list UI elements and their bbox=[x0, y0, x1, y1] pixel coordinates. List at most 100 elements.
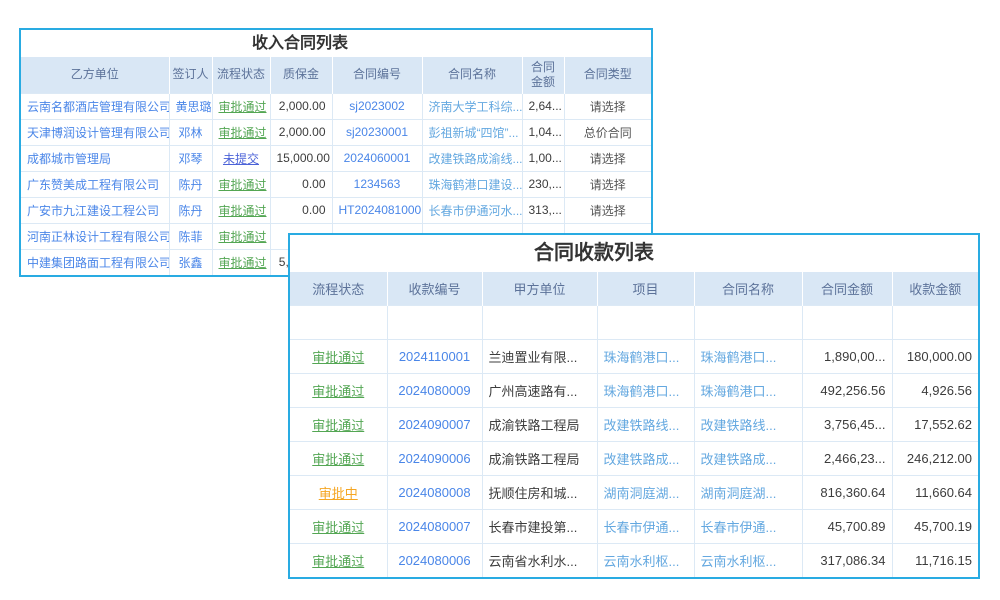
status-link[interactable]: 审批通过 bbox=[312, 451, 365, 467]
contract-amount: 1,04... bbox=[528, 125, 562, 139]
signer-link[interactable]: 黄思璐 bbox=[175, 99, 212, 114]
status-link[interactable]: 审批通过 bbox=[312, 519, 365, 535]
contract-name-link[interactable]: 改建铁路成... bbox=[700, 451, 777, 467]
status-link[interactable]: 审批通过 bbox=[312, 383, 365, 399]
table-row: 审批通过 2024080006 云南省水利水... 云南水利枢... 云南水利枢... 3… bbox=[290, 542, 978, 577]
contract-type-select[interactable]: 总价合同 bbox=[583, 125, 632, 140]
column-header: 签订人 bbox=[168, 57, 212, 93]
column-header: 合同金额 bbox=[521, 57, 564, 93]
party-link[interactable]: 广东赞美成工程有限公司 bbox=[27, 177, 160, 192]
receipt-table-title: 合同收款列表 bbox=[534, 242, 654, 264]
table-row: 广东赞美成工程有限公司 陈丹 审批通过 0.00 1234563 珠海鹤港口建设... 23… bbox=[21, 170, 651, 197]
contract-name-link[interactable]: 珠海鹤港口... bbox=[700, 383, 777, 399]
received-amount: 4,926.56 bbox=[921, 382, 972, 398]
contract-name-link[interactable]: 改建铁路线... bbox=[700, 417, 777, 433]
contract-name-link[interactable]: 珠海鹤港口建设... bbox=[428, 177, 523, 192]
spacer-cell bbox=[596, 304, 694, 339]
project-link[interactable]: 长春市伊通... bbox=[603, 519, 680, 535]
receipt-table-header-row: 流程状态 收款编号 甲方单位 项目 合同名称 合同金额 收款金额 bbox=[290, 272, 978, 305]
project-link[interactable]: 云南水利枢... bbox=[603, 553, 680, 569]
spacer-cell bbox=[290, 304, 387, 339]
table-row: 云南名都酒店管理有限公司 黄思璐 审批通过 2,000.00 sj2023002 济南大学… bbox=[21, 92, 651, 119]
contract-no-link[interactable]: HT2024081000... bbox=[338, 203, 423, 217]
project-link[interactable]: 改建铁路成... bbox=[603, 451, 680, 467]
spacer-cell bbox=[481, 304, 597, 339]
contract-no-link[interactable]: 2024060001 bbox=[343, 151, 411, 165]
contract-name-link[interactable]: 济南大学工科综... bbox=[428, 99, 523, 114]
signer-link[interactable]: 邓林 bbox=[178, 125, 203, 140]
contract-amount: 3,756,45... bbox=[824, 416, 886, 432]
project-link[interactable]: 改建铁路线... bbox=[603, 417, 680, 433]
contract-name-link[interactable]: 长春市伊通河水... bbox=[428, 203, 523, 218]
party-link[interactable]: 云南名都酒店管理有限公司 bbox=[27, 99, 169, 114]
retention-amount: 2,000.00 bbox=[278, 125, 326, 139]
contract-type-select[interactable]: 请选择 bbox=[589, 99, 626, 114]
contract-amount: 45,700.89 bbox=[827, 518, 886, 534]
contract-name-link[interactable]: 湖南洞庭湖... bbox=[700, 485, 777, 501]
party-link[interactable]: 天津博润设计管理有限公司 bbox=[27, 125, 169, 140]
status-link[interactable]: 未提交 bbox=[222, 151, 259, 166]
received-amount: 246,212.00 bbox=[906, 450, 972, 466]
contract-name-link[interactable]: 彭祖新城“四馆”... bbox=[428, 125, 519, 140]
status-link[interactable]: 审批通过 bbox=[312, 553, 365, 569]
signer-link[interactable]: 张鑫 bbox=[178, 255, 203, 270]
signer-link[interactable]: 陈丹 bbox=[178, 177, 203, 192]
table-row: 天津博润设计管理有限公司 邓林 审批通过 2,000.00 sj20230001 彭祖新城… bbox=[21, 118, 651, 145]
party-name: 抚顺住房和城... bbox=[488, 485, 578, 501]
status-link[interactable]: 审批通过 bbox=[218, 125, 267, 140]
income-contract-list-card: 收入合同列表 乙方单位 签订人 流程状态 质保金 合同编号 合同名称 合同金额 合同类型 云南… bbox=[19, 28, 653, 277]
party-link[interactable]: 河南正林设计工程有限公司 bbox=[27, 229, 169, 244]
contract-no-link[interactable]: 1234563 bbox=[353, 177, 401, 191]
contract-name-link[interactable]: 云南水利枢... bbox=[700, 553, 777, 569]
column-header: 流程状态 bbox=[211, 57, 270, 93]
status-link[interactable]: 审批中 bbox=[318, 485, 358, 501]
contract-name-link[interactable]: 改建铁路成渝线... bbox=[428, 151, 523, 166]
status-link[interactable]: 审批通过 bbox=[218, 255, 267, 270]
signer-link[interactable]: 陈菲 bbox=[178, 229, 203, 244]
table-row: 审批通过 2024090007 成渝铁路工程局 改建铁路线... 改建铁路线... 3,7… bbox=[290, 406, 978, 441]
contract-amount: 1,00... bbox=[528, 151, 562, 165]
retention-amount: 2,000.00 bbox=[278, 99, 326, 113]
contract-name-link[interactable]: 长春市伊通... bbox=[700, 519, 777, 535]
party-name: 云南省水利水... bbox=[488, 553, 578, 569]
column-header: 合同名称 bbox=[693, 272, 802, 305]
receipt-no-link[interactable]: 2024090006 bbox=[398, 450, 471, 466]
contract-type-select[interactable]: 请选择 bbox=[589, 203, 626, 218]
receipt-no-link[interactable]: 2024090007 bbox=[398, 416, 471, 432]
party-link[interactable]: 成都城市管理局 bbox=[27, 151, 112, 166]
retention-amount: 15,000.00 bbox=[276, 151, 330, 165]
contract-amount: 317,086.34 bbox=[820, 552, 886, 568]
column-header: 流程状态 bbox=[290, 272, 387, 305]
party-link[interactable]: 广安市九江建设工程公司 bbox=[27, 203, 160, 218]
receipt-no-link[interactable]: 2024080009 bbox=[398, 382, 471, 398]
status-link[interactable]: 审批通过 bbox=[218, 229, 267, 244]
status-link[interactable]: 审批通过 bbox=[218, 177, 267, 192]
table-row: 审批中 2024080008 抚顺住房和城... 湖南洞庭湖... 湖南洞庭湖... 81… bbox=[290, 474, 978, 509]
project-link[interactable]: 湖南洞庭湖... bbox=[603, 485, 680, 501]
project-link[interactable]: 珠海鹤港口... bbox=[603, 349, 680, 365]
table-row: 成都城市管理局 邓琴 未提交 15,000.00 2024060001 改建铁路成渝线..… bbox=[21, 144, 651, 171]
receipt-no-link[interactable]: 2024110001 bbox=[398, 348, 471, 364]
receipt-no-link[interactable]: 2024080008 bbox=[398, 484, 471, 500]
contract-no-link[interactable]: sj20230001 bbox=[345, 125, 409, 139]
status-link[interactable]: 审批通过 bbox=[312, 349, 365, 365]
signer-link[interactable]: 邓琴 bbox=[178, 151, 203, 166]
project-link[interactable]: 珠海鹤港口... bbox=[603, 383, 680, 399]
status-link[interactable]: 审批通过 bbox=[312, 417, 365, 433]
status-link[interactable]: 审批通过 bbox=[218, 203, 267, 218]
party-name: 广州高速路有... bbox=[488, 383, 578, 399]
party-link[interactable]: 中建集团路面工程有限公司 bbox=[27, 255, 169, 270]
received-amount: 17,552.62 bbox=[914, 416, 972, 432]
table-row: 审批通过 2024110001 兰迪置业有限... 珠海鹤港口... 珠海鹤港口... 1… bbox=[290, 338, 978, 373]
contract-type-select[interactable]: 请选择 bbox=[589, 177, 626, 192]
receipt-no-link[interactable]: 2024080007 bbox=[398, 518, 471, 534]
signer-link[interactable]: 陈丹 bbox=[178, 203, 203, 218]
receipt-no-link[interactable]: 2024080006 bbox=[398, 552, 471, 568]
received-amount: 180,000.00 bbox=[906, 348, 972, 364]
contract-name-link[interactable]: 珠海鹤港口... bbox=[700, 349, 777, 365]
party-name: 兰迪置业有限... bbox=[488, 349, 578, 365]
contract-type-select[interactable]: 请选择 bbox=[589, 151, 626, 166]
received-amount: 45,700.19 bbox=[914, 518, 972, 534]
status-link[interactable]: 审批通过 bbox=[218, 99, 267, 114]
contract-no-link[interactable]: sj2023002 bbox=[349, 99, 405, 113]
